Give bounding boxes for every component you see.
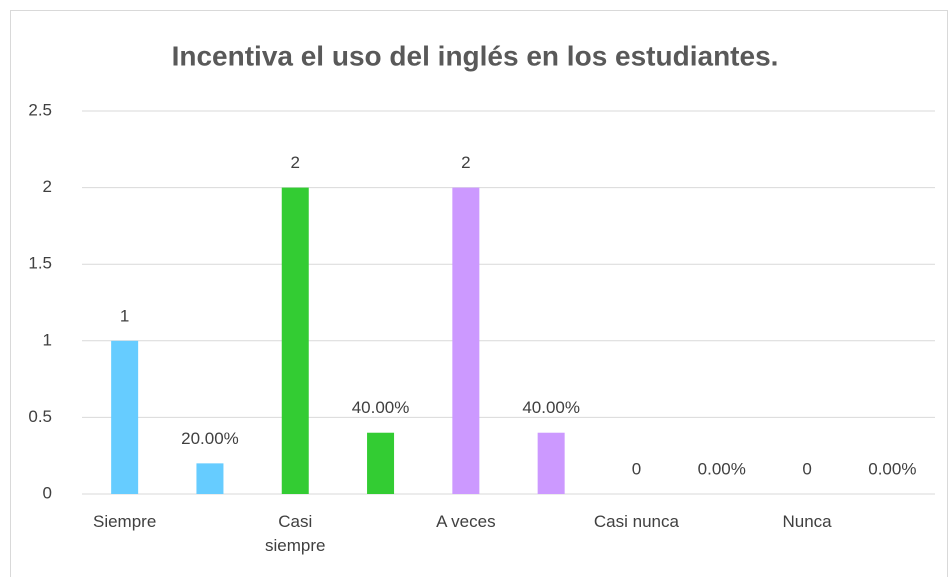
data-label: 2 bbox=[291, 153, 300, 172]
x-tick-label: A veces bbox=[436, 512, 496, 531]
data-label: 40.00% bbox=[352, 398, 410, 417]
y-tick-label: 1.5 bbox=[28, 254, 52, 273]
chart-title: Incentiva el uso del inglés en los estud… bbox=[172, 40, 779, 71]
chart-border bbox=[10, 10, 948, 577]
y-tick-label: 2 bbox=[43, 177, 52, 196]
x-tick-label: Nunca bbox=[782, 512, 832, 531]
data-label: 0 bbox=[632, 459, 641, 478]
x-tick-label: Siempre bbox=[92, 512, 157, 531]
y-tick-label: 0 bbox=[43, 483, 52, 502]
data-label: 2 bbox=[461, 153, 470, 172]
x-tick-label: Casi siempre bbox=[265, 512, 326, 555]
y-tick-label: 1 bbox=[43, 330, 52, 349]
data-label: 20.00% bbox=[181, 429, 239, 448]
bar bbox=[111, 340, 139, 494]
data-label: 1 bbox=[120, 306, 129, 325]
x-tick-label: Casi nunca bbox=[593, 512, 679, 531]
bar bbox=[537, 432, 565, 494]
bar bbox=[281, 187, 309, 494]
bar bbox=[452, 187, 480, 494]
bar bbox=[367, 432, 395, 494]
data-label: 0.00% bbox=[868, 459, 916, 478]
y-tick-label: 0.5 bbox=[28, 407, 52, 426]
y-tick-label: 2.5 bbox=[28, 100, 52, 119]
bar bbox=[196, 463, 224, 494]
data-label: 0.00% bbox=[698, 459, 746, 478]
data-label: 0 bbox=[802, 459, 811, 478]
data-label: 40.00% bbox=[522, 398, 580, 417]
